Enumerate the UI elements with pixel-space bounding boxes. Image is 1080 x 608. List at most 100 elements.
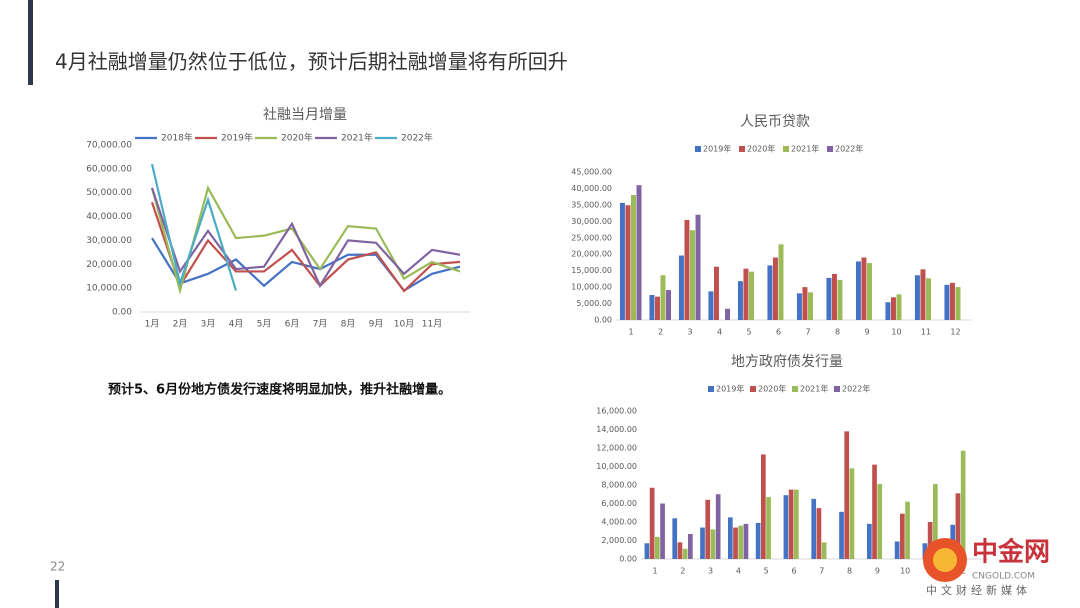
y-tick-label: 6,000.00 [601,499,637,508]
bar [743,523,749,559]
x-tick-label: 6 [776,328,781,337]
bar [619,202,625,320]
bar [877,484,883,559]
legend-swatch [708,386,714,392]
logo-name: 中金网 [972,537,1050,568]
x-tick-label: 10 [900,567,910,576]
y-tick-label: 35,000.00 [571,200,612,209]
x-tick-label: 7月 [313,319,328,330]
legend-label: 2019年 [703,144,731,154]
note: 预计5、6月份地方债发行速度将明显加快，推升社融增量。 [108,382,451,398]
bar [677,542,683,559]
bar [802,287,808,320]
y-tick-label: 12,000.00 [596,444,637,453]
y-tick-label: 16,000.00 [596,407,637,416]
bar [821,542,827,559]
x-tick-label: 4月 [229,319,244,330]
x-tick-label: 5 [746,328,751,337]
legend-swatch [739,146,745,152]
bar [772,257,778,320]
y-tick-label: 15,000.00 [571,266,612,275]
legend-swatch [750,386,756,392]
legend-label: 2021年 [341,132,373,144]
bar [816,508,822,559]
legend-label: 2019年 [221,132,253,144]
y-tick-label: 25,000.00 [571,233,612,242]
charts: 社融当月增量 2018年 2019年 2020年 2021年 2022年 0.00 10,00… [86,107,988,576]
bar [808,292,813,320]
x-tick-label: 6月 [285,319,300,330]
bar [705,499,711,559]
bar [944,284,950,320]
bar [778,244,784,320]
x-tick-label: 4 [736,567,741,576]
bar [837,279,843,320]
legend-label: 2021年 [791,144,819,154]
x-tick-label: 3 [687,328,692,337]
chart-title: 人民币贷款 [740,114,810,130]
bar [926,278,931,320]
bar [867,263,872,320]
y-tick-label: 0.00 [112,308,132,318]
legend-label: 2022年 [842,384,870,394]
logo-icon [933,548,957,572]
bar [625,205,631,320]
x-tick-label: 8 [847,567,852,576]
bar [955,287,961,320]
y-tick-label: 10,000.00 [86,284,132,294]
y-tick-label: 4,000.00 [601,518,637,527]
x-tick-label: 2 [680,567,685,576]
y-tick-label: 45,000.00 [571,168,612,177]
bar [861,257,867,320]
x-tick-label: 3月 [201,319,216,330]
bar [905,501,910,559]
y-tick-label: 60,000.00 [86,164,132,174]
y-tick-label: 0.00 [619,555,637,564]
y-tick-label: 8,000.00 [601,481,637,490]
bar [783,495,789,559]
bar [737,281,743,320]
bar [695,214,701,320]
legend-label: 2018年 [161,132,193,144]
legend-label: 2020年 [281,132,313,144]
x-tick-label: 8 [835,328,840,337]
x-tick-label: 10 [891,328,901,337]
x-tick-label: 2月 [173,319,188,330]
legend-label: 2021年 [800,384,828,394]
y-tick-label: 5,000.00 [576,299,612,308]
accent-bar [28,0,33,85]
logo-domain: CNGOLD.COM [972,572,1035,582]
x-tick-label: 4 [717,328,722,337]
bar [725,308,731,320]
legend-label: 2020年 [758,384,786,394]
x-tick-label: 5月 [257,319,272,330]
x-tick-label: 7 [805,328,810,337]
bar [644,543,650,559]
page-number: 22 [50,560,65,574]
bar [654,296,660,320]
bar [826,277,832,320]
bar [655,536,660,559]
y-tick-label: 20,000.00 [571,250,612,259]
y-tick-label: 10,000.00 [596,462,637,471]
x-tick-label: 1月 [145,319,160,330]
bar [899,513,905,559]
bar [960,450,966,559]
bar [755,522,761,559]
x-tick-label: 1 [652,567,657,576]
bar [636,185,642,320]
bar [727,517,733,559]
bar [872,464,877,559]
chart-title: 地方政府债发行量 [731,354,843,370]
bar [766,497,771,559]
bar [890,297,896,320]
bar [914,275,920,320]
bar [708,291,714,320]
bar [760,454,766,559]
bar [649,295,655,320]
bar [710,529,716,559]
bar [849,468,855,559]
bar [811,498,817,559]
bar [688,534,693,559]
